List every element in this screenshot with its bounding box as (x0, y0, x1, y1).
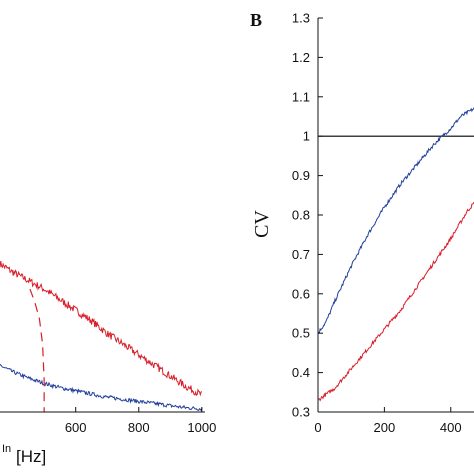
panel-b-y-tick-label: 0.9 (292, 168, 310, 183)
panel-b-y-tick-label: 0.8 (292, 208, 310, 223)
panel-b-x-tick-label: 0 (314, 420, 321, 435)
panel-b-y-tick-label: 0.3 (292, 405, 310, 420)
panel-a-series-line-1 (0, 363, 203, 412)
panel-a-x-label-superscript: In (2, 443, 11, 455)
panel-b-y-tick-label: 1 (303, 129, 310, 144)
panel-b-y-tick-label: 0.6 (292, 286, 310, 301)
panel-a: 600 800 1000 In [Hz] (0, 260, 216, 466)
panel-b-x-ticks: 0 200 400 (314, 407, 462, 435)
panel-b-series-line-2 (317, 201, 474, 402)
panel-b-y-tick-label: 0.7 (292, 247, 310, 262)
panel-b-y-tick-label: 1.1 (292, 89, 310, 104)
panel-b-label: B (250, 10, 262, 30)
panel-a-dashed-line (29, 288, 45, 412)
panel-b-y-label: CV (251, 210, 273, 238)
panel-b-series-line-1 (317, 107, 474, 334)
panel-a-x-tick-label: 800 (128, 420, 150, 435)
panel-a-x-ticks: 600 800 1000 (65, 407, 216, 435)
panel-b-x-tick-label: 400 (440, 420, 462, 435)
panel-a-x-tick-label: 1000 (187, 420, 216, 435)
panel-b-y-ticks: 0.3 0.4 0.5 0.6 0.7 0.8 0.9 1 1.1 1.2 1.3 (292, 11, 323, 420)
panel-b-y-tick-label: 1.2 (292, 50, 310, 65)
panel-b: B CV 0.3 0.4 0.5 0.6 0.7 0.8 0.9 1 1.1 1.2 1.3 0 20… (250, 10, 474, 435)
panel-b-y-tick-label: 1.3 (292, 11, 310, 26)
panel-b-y-tick-label: 0.4 (292, 365, 310, 380)
panel-b-x-tick-label: 200 (374, 420, 396, 435)
panel-a-x-label-unit: [Hz] (16, 447, 46, 466)
panel-b-y-tick-label: 0.5 (292, 326, 310, 341)
panel-a-series (0, 260, 203, 412)
panel-a-x-tick-label: 600 (65, 420, 87, 435)
panel-b-series (317, 107, 474, 402)
panel-a-series-line-0 (0, 260, 203, 397)
